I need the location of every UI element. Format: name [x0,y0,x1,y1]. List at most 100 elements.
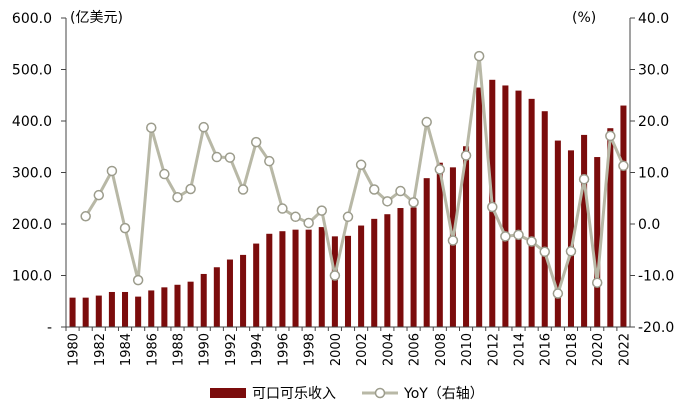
yoy-point-2018 [565,246,577,257]
bar-1988 [174,284,181,327]
legend-bar-label: 可口可乐收入 [252,386,336,402]
yoy-point-2004 [382,196,393,207]
yoy-point-1995 [264,155,275,167]
bar-1998 [305,229,312,327]
bar-2013 [502,85,509,327]
bar-2011 [476,87,483,328]
bar-1993 [240,254,247,327]
bar-2001 [344,235,352,327]
yoy-point-1997 [290,211,301,223]
x-tick-label: 2020 [591,333,606,366]
yoy-point-1996 [277,203,288,214]
yoy-point-1990 [198,121,209,133]
x-tick-label: 2018 [565,333,580,366]
yoy-point-1992 [224,152,236,163]
bar-1990 [200,273,207,327]
bar-2020 [594,157,601,327]
bar-2009 [449,167,456,327]
bar-1996 [279,231,286,327]
bar-2019 [581,134,588,327]
right-tick-label: -10.0 [638,269,674,285]
legend-line-label: YoY（右轴） [403,386,484,402]
yoy-point-1988 [172,191,183,203]
legend-bar-swatch [210,388,246,398]
bar-1997 [292,229,299,327]
yoy-point-1982 [93,189,105,201]
left-tick-label: 500.0 [12,63,52,79]
bar-1999 [318,227,325,327]
yoy-point-2006 [408,197,419,208]
yoy-point-1998 [303,217,314,229]
bar-2007 [423,178,430,327]
x-tick-label: 2008 [434,333,449,366]
bar-2000 [331,236,338,327]
x-tick-label: 2012 [486,333,501,366]
x-tick-label: 1980 [67,333,82,366]
legend: 可口可乐收入 YoY（右轴） [210,386,484,402]
yoy-point-1981 [80,211,91,222]
bar-1989 [187,281,194,327]
right-tick-label: 0.0 [638,217,660,233]
x-tick-label: 2004 [381,333,396,366]
x-tick-label: 1988 [172,333,187,366]
bar-2018 [567,150,574,327]
x-tick-label: 2022 [617,333,632,366]
right-tick-label: 40.0 [638,11,669,27]
right-axis-unit: (%) [572,10,596,26]
yoy-point-1991 [211,151,223,163]
yoy-point-2005 [395,185,406,197]
yoy-point-2003 [368,184,380,195]
bar-1985 [135,296,142,327]
axes-layer [61,17,635,331]
left-tick-label: 400.0 [12,114,52,130]
bar-2003 [371,218,378,327]
yoy-point-1986 [146,122,157,133]
left-tick-label: 600.0 [12,11,52,27]
bar-1994 [253,243,260,327]
yoy-point-1999 [316,205,328,216]
yoy-point-1985 [132,274,144,286]
bar-1991 [213,267,220,327]
yoy-point-2016 [539,246,550,258]
right-tick-label: 20.0 [638,114,669,130]
x-tick-label: 2002 [355,333,370,366]
yoy-point-2017 [552,288,564,299]
right-tick-label: 10.0 [638,166,669,182]
bar-1992 [226,259,233,327]
yoy-point-2008 [434,164,446,175]
bar-2021 [607,128,614,327]
bar-2022 [620,105,627,327]
bars-layer [69,79,627,328]
bar-2005 [397,208,404,327]
yoy-point-2010 [460,150,472,161]
left-tick-label: 200.0 [12,217,52,233]
x-tick-label: 1994 [250,333,265,366]
yoy-point-2011 [473,50,485,62]
yoy-line-layer [80,50,629,299]
left-tick-label: 100.0 [12,269,52,285]
yoy-point-2000 [329,270,341,281]
x-tick-label: 2010 [460,333,475,366]
bar-2017 [554,140,561,327]
bar-2008 [436,162,443,327]
bar-1986 [148,290,155,327]
yoy-point-2020 [591,277,603,288]
x-tick-label: 2000 [329,333,344,366]
yoy-point-1983 [106,165,118,177]
yoy-point-2022 [618,160,629,172]
labels-layer: - 100.0 200.0 300.0 400.0 500.0 600.0 -20.0 -10.… [12,11,674,366]
right-tick-label: 30.0 [638,63,669,79]
x-tick-label: 1992 [224,333,239,366]
bar-1980 [69,297,76,327]
yoy-point-1993 [237,184,249,195]
left-axis-unit: (亿美元) [70,10,123,26]
yoy-point-2009 [447,235,459,246]
x-tick-label: 1986 [145,333,160,366]
yoy-point-2012 [487,201,498,213]
right-tick-label: -20.0 [638,320,674,336]
yoy-point-1987 [159,168,170,180]
left-tick-label: - [47,320,52,336]
bar-2014 [515,90,522,328]
x-tick-label: 1998 [303,333,318,366]
x-tick-label: 1984 [119,333,134,366]
